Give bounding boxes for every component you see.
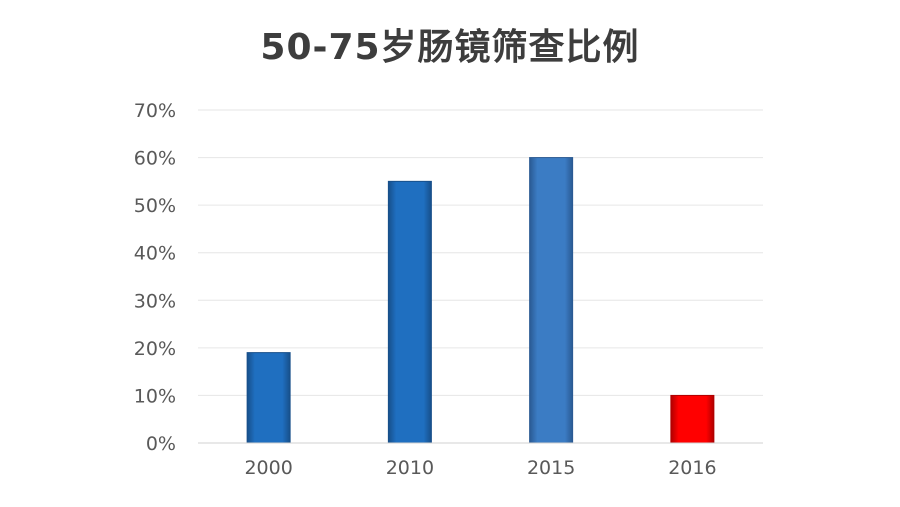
chart-title: 50-75岁肠镜筛查比例 (260, 27, 640, 68)
y-tick-label: 60% (134, 148, 176, 170)
axes: 0% 10% 20% 30% 40% 50% 60% 70% 2000 2010 2015 2016 (134, 100, 763, 479)
y-tick-label: 10% (134, 385, 176, 407)
x-tick-label: 2000 (244, 457, 292, 479)
gridlines (198, 109, 763, 396)
y-tick-label: 50% (134, 195, 176, 217)
bar-2010 (387, 180, 432, 444)
bar-2015 (529, 157, 574, 444)
x-tick-label: 2016 (668, 457, 716, 479)
x-tick-label: 2010 (386, 457, 434, 479)
bar-2000 (246, 352, 291, 444)
y-tick-label: 0% (146, 433, 176, 455)
y-tick-label: 30% (134, 290, 176, 312)
y-tick-label: 20% (134, 338, 176, 360)
x-tick-label: 2015 (527, 457, 575, 479)
bar-2016 (670, 394, 715, 444)
y-tick-label: 40% (134, 243, 176, 265)
y-tick-label: 70% (134, 100, 176, 122)
